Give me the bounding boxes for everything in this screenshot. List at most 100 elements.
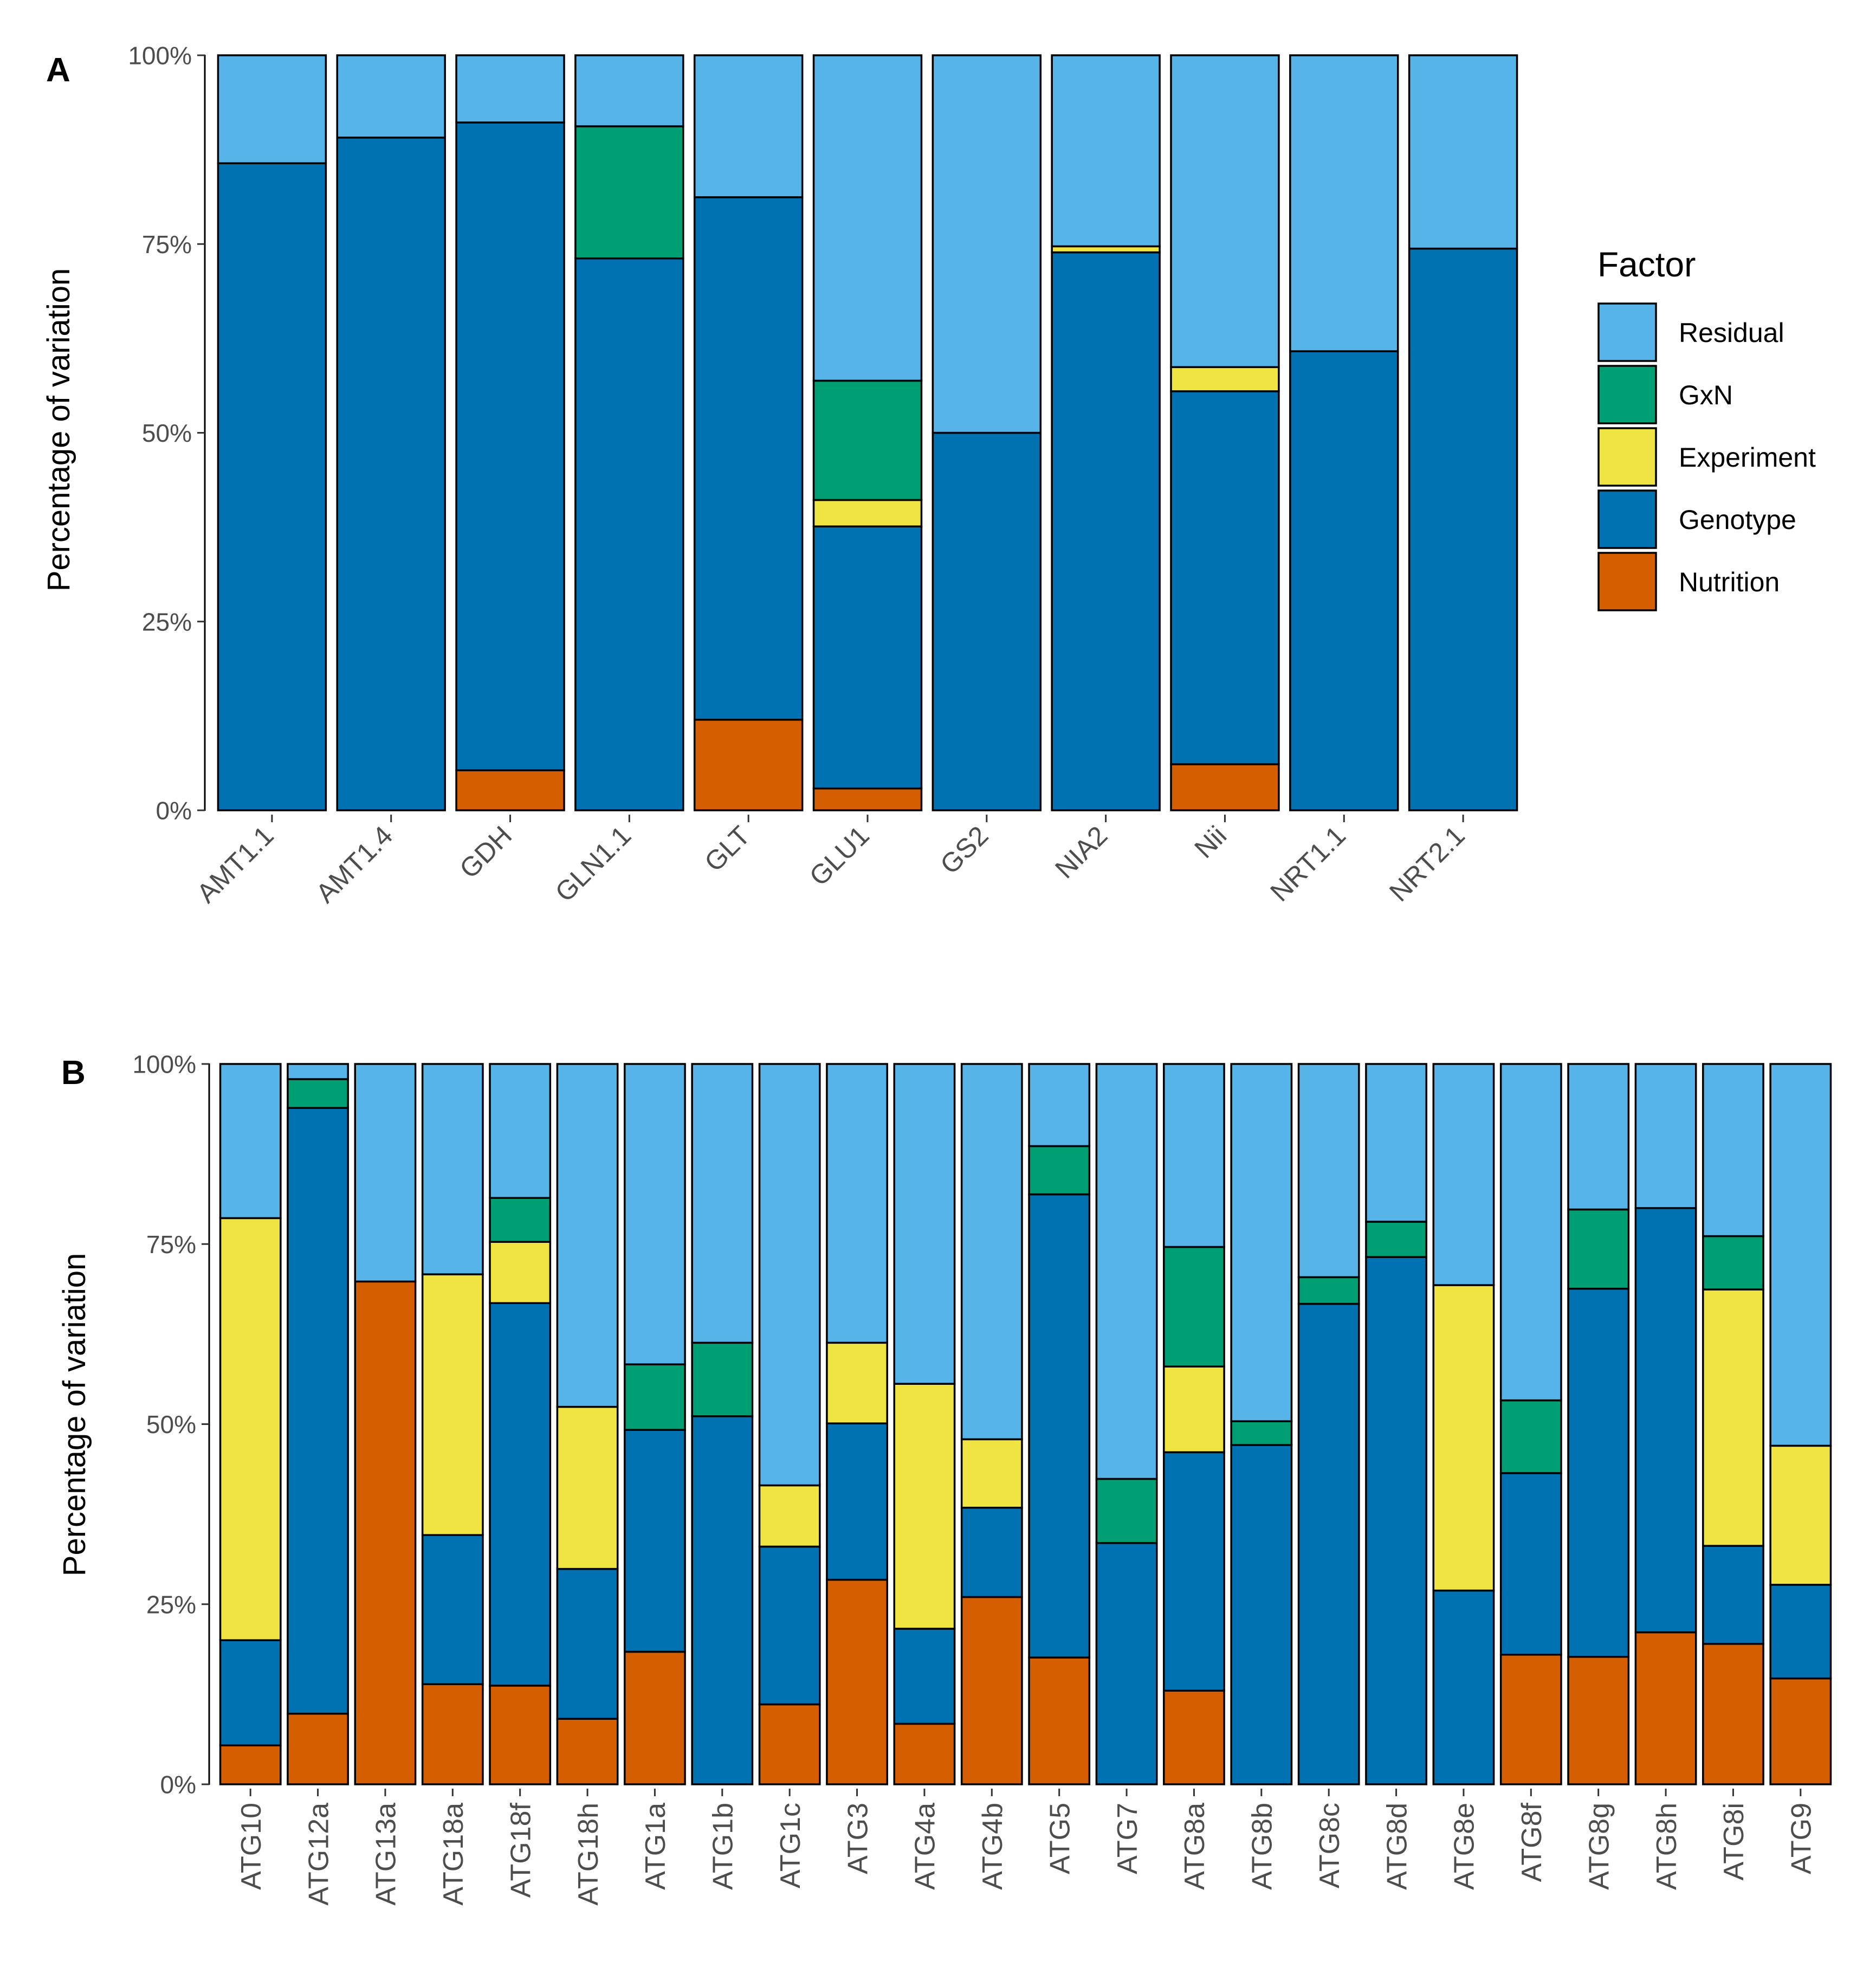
panel-b-bar-atg8f-nutrition [1499, 1654, 1562, 1785]
panel-a-x-label-amt1-1: AMT1.1 [191, 820, 279, 908]
panel-b-x-label-atg4b: ATG4b [977, 1803, 1008, 1890]
panel-a-bar-gln1-1-genotype [574, 257, 684, 811]
panel-b-bar-atg12a-genotype [287, 1107, 349, 1715]
panel-a-bar-nia2-genotype [1051, 251, 1161, 811]
panel-b-bar-atg10-experiment [219, 1217, 282, 1641]
panel-a-bar-amt1-1-residual [217, 54, 327, 164]
panel-b-bar-atg7-residual [1095, 1063, 1158, 1480]
panel-b-bar-atg7-genotype [1095, 1542, 1158, 1785]
panel-b-bar-atg5-residual [1028, 1063, 1091, 1147]
panel-a-x-label-nia2: NIA2 [1049, 820, 1113, 884]
panel-a-bar-nrt2-1-genotype [1408, 247, 1518, 811]
panel-b-y-tick-label: 100% [132, 1050, 196, 1079]
panel-b-y-tick-label: 25% [146, 1590, 196, 1618]
panel-b-y-tick-label: 50% [146, 1410, 196, 1438]
legend-items: Residual GxN Experiment Genotype Nutrition [1597, 302, 1816, 611]
panel-b-bar-atg8c-gxn [1297, 1276, 1360, 1305]
panel-b-bar-atg9-experiment [1769, 1444, 1832, 1586]
panel-a-bar-glu1-experiment [812, 499, 923, 527]
panel-a-plot: 0% 25% 50% 75% 100% AMT1.1 AMT1.4 GDH GLN1.1 GLT G… [128, 42, 1518, 909]
panel-b-bar-atg8h-nutrition [1634, 1631, 1697, 1785]
panel-b-y-tick-label: 75% [146, 1230, 196, 1259]
panel-b-x-label-atg8f: ATG8f [1516, 1802, 1548, 1882]
panel-b-bar-atg8d-genotype [1365, 1256, 1427, 1785]
panel-b-bar-atg8i-nutrition [1702, 1643, 1764, 1785]
panel-b-bar-atg4a-experiment [893, 1383, 956, 1630]
panel-b-bar-atg9-nutrition [1769, 1677, 1832, 1785]
panel-b-bar-atg1c-nutrition [758, 1703, 821, 1785]
panel-b-x-label-atg9: ATG9 [1786, 1803, 1817, 1874]
legend-key-residual [1597, 302, 1657, 362]
panel-b-x-label-atg13a: ATG13a [371, 1803, 402, 1906]
panel-b-x-label-atg7: ATG7 [1112, 1803, 1143, 1874]
panel-b-bar-atg18f-nutrition [489, 1685, 552, 1785]
panel-b-bar-atg8f-genotype [1499, 1472, 1562, 1656]
panel-b-bar-atg8e-genotype [1432, 1589, 1495, 1785]
panel-b-x-label-atg8c: ATG8c [1314, 1803, 1345, 1888]
legend-label-gxn: GxN [1679, 380, 1733, 410]
panel-b-bar-atg18a-experiment [421, 1273, 484, 1536]
panel-a-bar-nii-experiment [1170, 366, 1280, 392]
panel-b-bar-atg18f-genotype [489, 1302, 552, 1687]
panel-b-bar-atg8g-residual [1567, 1063, 1630, 1211]
panel-a-x-label-gln1-1: GLN1.1 [549, 820, 637, 907]
panel-label-a: A [46, 51, 70, 89]
panel-b-bar-atg4b-residual [960, 1063, 1023, 1441]
panel-b-bar-atg18f-gxn [489, 1197, 552, 1243]
panel-b-bar-atg4b-nutrition [960, 1596, 1023, 1785]
panel-a-bar-nia2-residual [1051, 54, 1161, 248]
panel-b-bar-atg8i-gxn [1702, 1235, 1764, 1291]
panel-a-y-tick-label: 0% [156, 797, 192, 825]
panel-b-x-label-atg12a: ATG12a [303, 1803, 334, 1906]
panel-b-bar-atg4a-residual [893, 1063, 956, 1385]
panel-a-x-label-gdh: GDH [454, 820, 517, 884]
panel-b-bar-atg12a-gxn [287, 1078, 349, 1109]
panel-b-bar-atg8b-gxn [1230, 1420, 1293, 1446]
panel-a-bar-gln1-1-residual [574, 54, 684, 127]
panel-a-y-tick-label: 75% [142, 230, 192, 259]
panel-b-bar-atg8b-genotype [1230, 1444, 1293, 1785]
panel-a-bar-glt-genotype [693, 196, 804, 721]
panel-b-x-label-atg8g: ATG8g [1583, 1803, 1615, 1890]
panel-a-y-axis-title: Percentage of variation [41, 268, 76, 591]
panel-b-x-label-atg8a: ATG8a [1179, 1803, 1211, 1890]
panel-b-x-label-atg8b: ATG8b [1247, 1803, 1278, 1890]
panel-a-bar-nii-nutrition [1170, 763, 1280, 811]
panel-a-bar-nrt1-1-genotype [1289, 350, 1399, 811]
panel-a-bar-nrt1-1-residual [1289, 54, 1399, 352]
panel-b-bar-atg13a-residual [354, 1063, 417, 1283]
panel-a-y-tick-label: 100% [128, 42, 192, 70]
legend-key-nutrition [1597, 552, 1657, 611]
panel-b-bar-atg5-genotype [1028, 1193, 1091, 1659]
panel-b-bar-atg8a-genotype [1163, 1451, 1225, 1692]
panel-b-bar-atg8i-residual [1702, 1063, 1764, 1237]
panel-a-bar-glu1-genotype [812, 525, 923, 790]
panel-b-bar-atg18h-experiment [556, 1405, 619, 1570]
panel-a-x-label-nrt1-1: NRT1.1 [1264, 820, 1351, 907]
panel-a-x-label-glu1: GLU1 [804, 820, 875, 892]
panel-b-bar-atg8a-residual [1163, 1063, 1225, 1248]
panel-b-bar-atg8c-genotype [1297, 1302, 1360, 1785]
panel-a-x-label-nrt2-1: NRT2.1 [1383, 820, 1471, 907]
panel-a-bar-gs2-residual [931, 54, 1042, 434]
panel-b-x-label-atg1a: ATG1a [640, 1803, 671, 1890]
panel-b-bar-atg1a-nutrition [624, 1650, 686, 1785]
legend-title: Factor [1597, 245, 1696, 284]
panel-b-bar-atg8a-gxn [1163, 1246, 1225, 1367]
panel-b-bar-atg8h-genotype [1634, 1207, 1697, 1634]
legend-label-genotype: Genotype [1679, 505, 1796, 535]
panel-b-bar-atg8h-residual [1634, 1063, 1697, 1209]
panel-b-plot: 0% 25% 50% 75% 100% ATG10 ATG12a ATG13a ATG18a AT… [132, 1050, 1832, 1906]
panel-b-bar-atg4b-genotype [960, 1506, 1023, 1598]
panel-b-bar-atg8e-experiment [1432, 1284, 1495, 1592]
panel-b-bar-atg8d-gxn [1365, 1221, 1427, 1258]
panel-b-x-label-atg4a: ATG4a [910, 1803, 941, 1890]
panel-b-x-label-atg8h: ATG8h [1651, 1803, 1683, 1890]
panel-b-bar-atg13a-nutrition [354, 1280, 417, 1785]
panel-a-bar-gs2-genotype [931, 431, 1042, 811]
panel-a-bar-glu1-gxn [812, 379, 923, 501]
panel-b-bar-atg4a-nutrition [893, 1723, 956, 1785]
panel-b-bar-atg9-residual [1769, 1063, 1832, 1447]
